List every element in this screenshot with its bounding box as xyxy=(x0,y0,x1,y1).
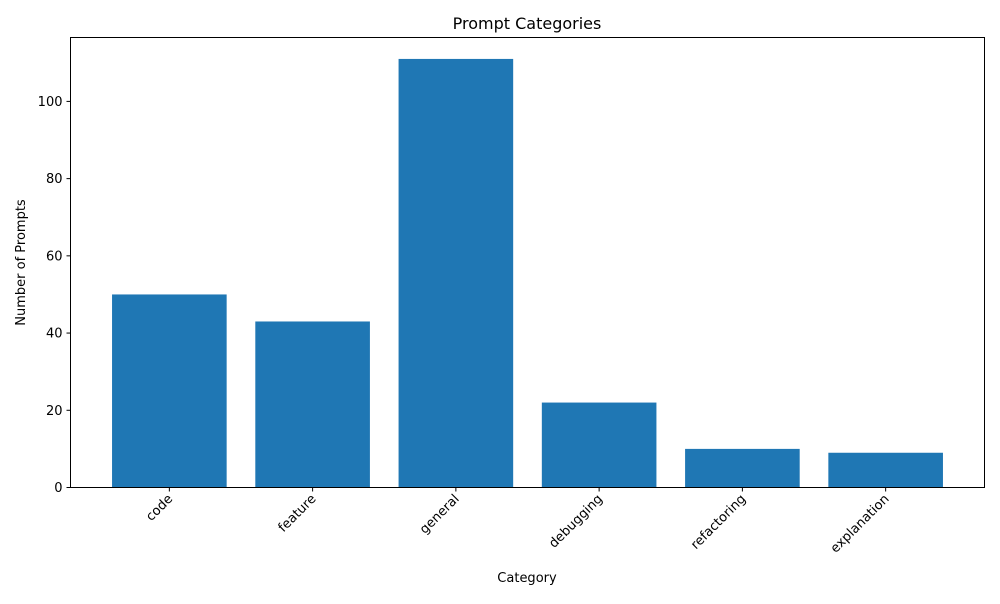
y-tick-label: 60 xyxy=(46,249,63,264)
bar-explanation xyxy=(828,452,943,488)
x-tick-label: feature xyxy=(276,492,320,536)
x-tick-label: debugging xyxy=(546,492,606,552)
bar-debugging xyxy=(541,402,657,488)
x-axis-label: Category xyxy=(497,571,557,586)
plot-frame xyxy=(70,37,985,488)
y-axis-label: Number of Prompts xyxy=(14,199,29,326)
bar-code xyxy=(112,294,227,488)
y-tick-label: 0 xyxy=(54,481,62,496)
y-tick-label: 20 xyxy=(46,404,63,419)
bar-refactoring xyxy=(685,448,800,488)
y-tick-label: 80 xyxy=(46,172,63,187)
chart-title: Prompt Categories xyxy=(453,14,602,33)
x-tick-label: refactoring xyxy=(688,492,749,553)
y-axis: 0 20 40 60 80 100 xyxy=(38,95,71,496)
bars-group xyxy=(112,58,943,488)
bar-feature xyxy=(255,321,370,488)
x-axis: code feature general debugging refactoring ex… xyxy=(143,487,893,557)
x-tick-label: code xyxy=(143,492,176,525)
y-tick-label: 100 xyxy=(38,95,63,110)
bar-general xyxy=(398,58,514,488)
x-tick-label: explanation xyxy=(828,492,893,557)
y-tick-label: 40 xyxy=(46,327,63,342)
x-tick-label: general xyxy=(417,492,463,538)
